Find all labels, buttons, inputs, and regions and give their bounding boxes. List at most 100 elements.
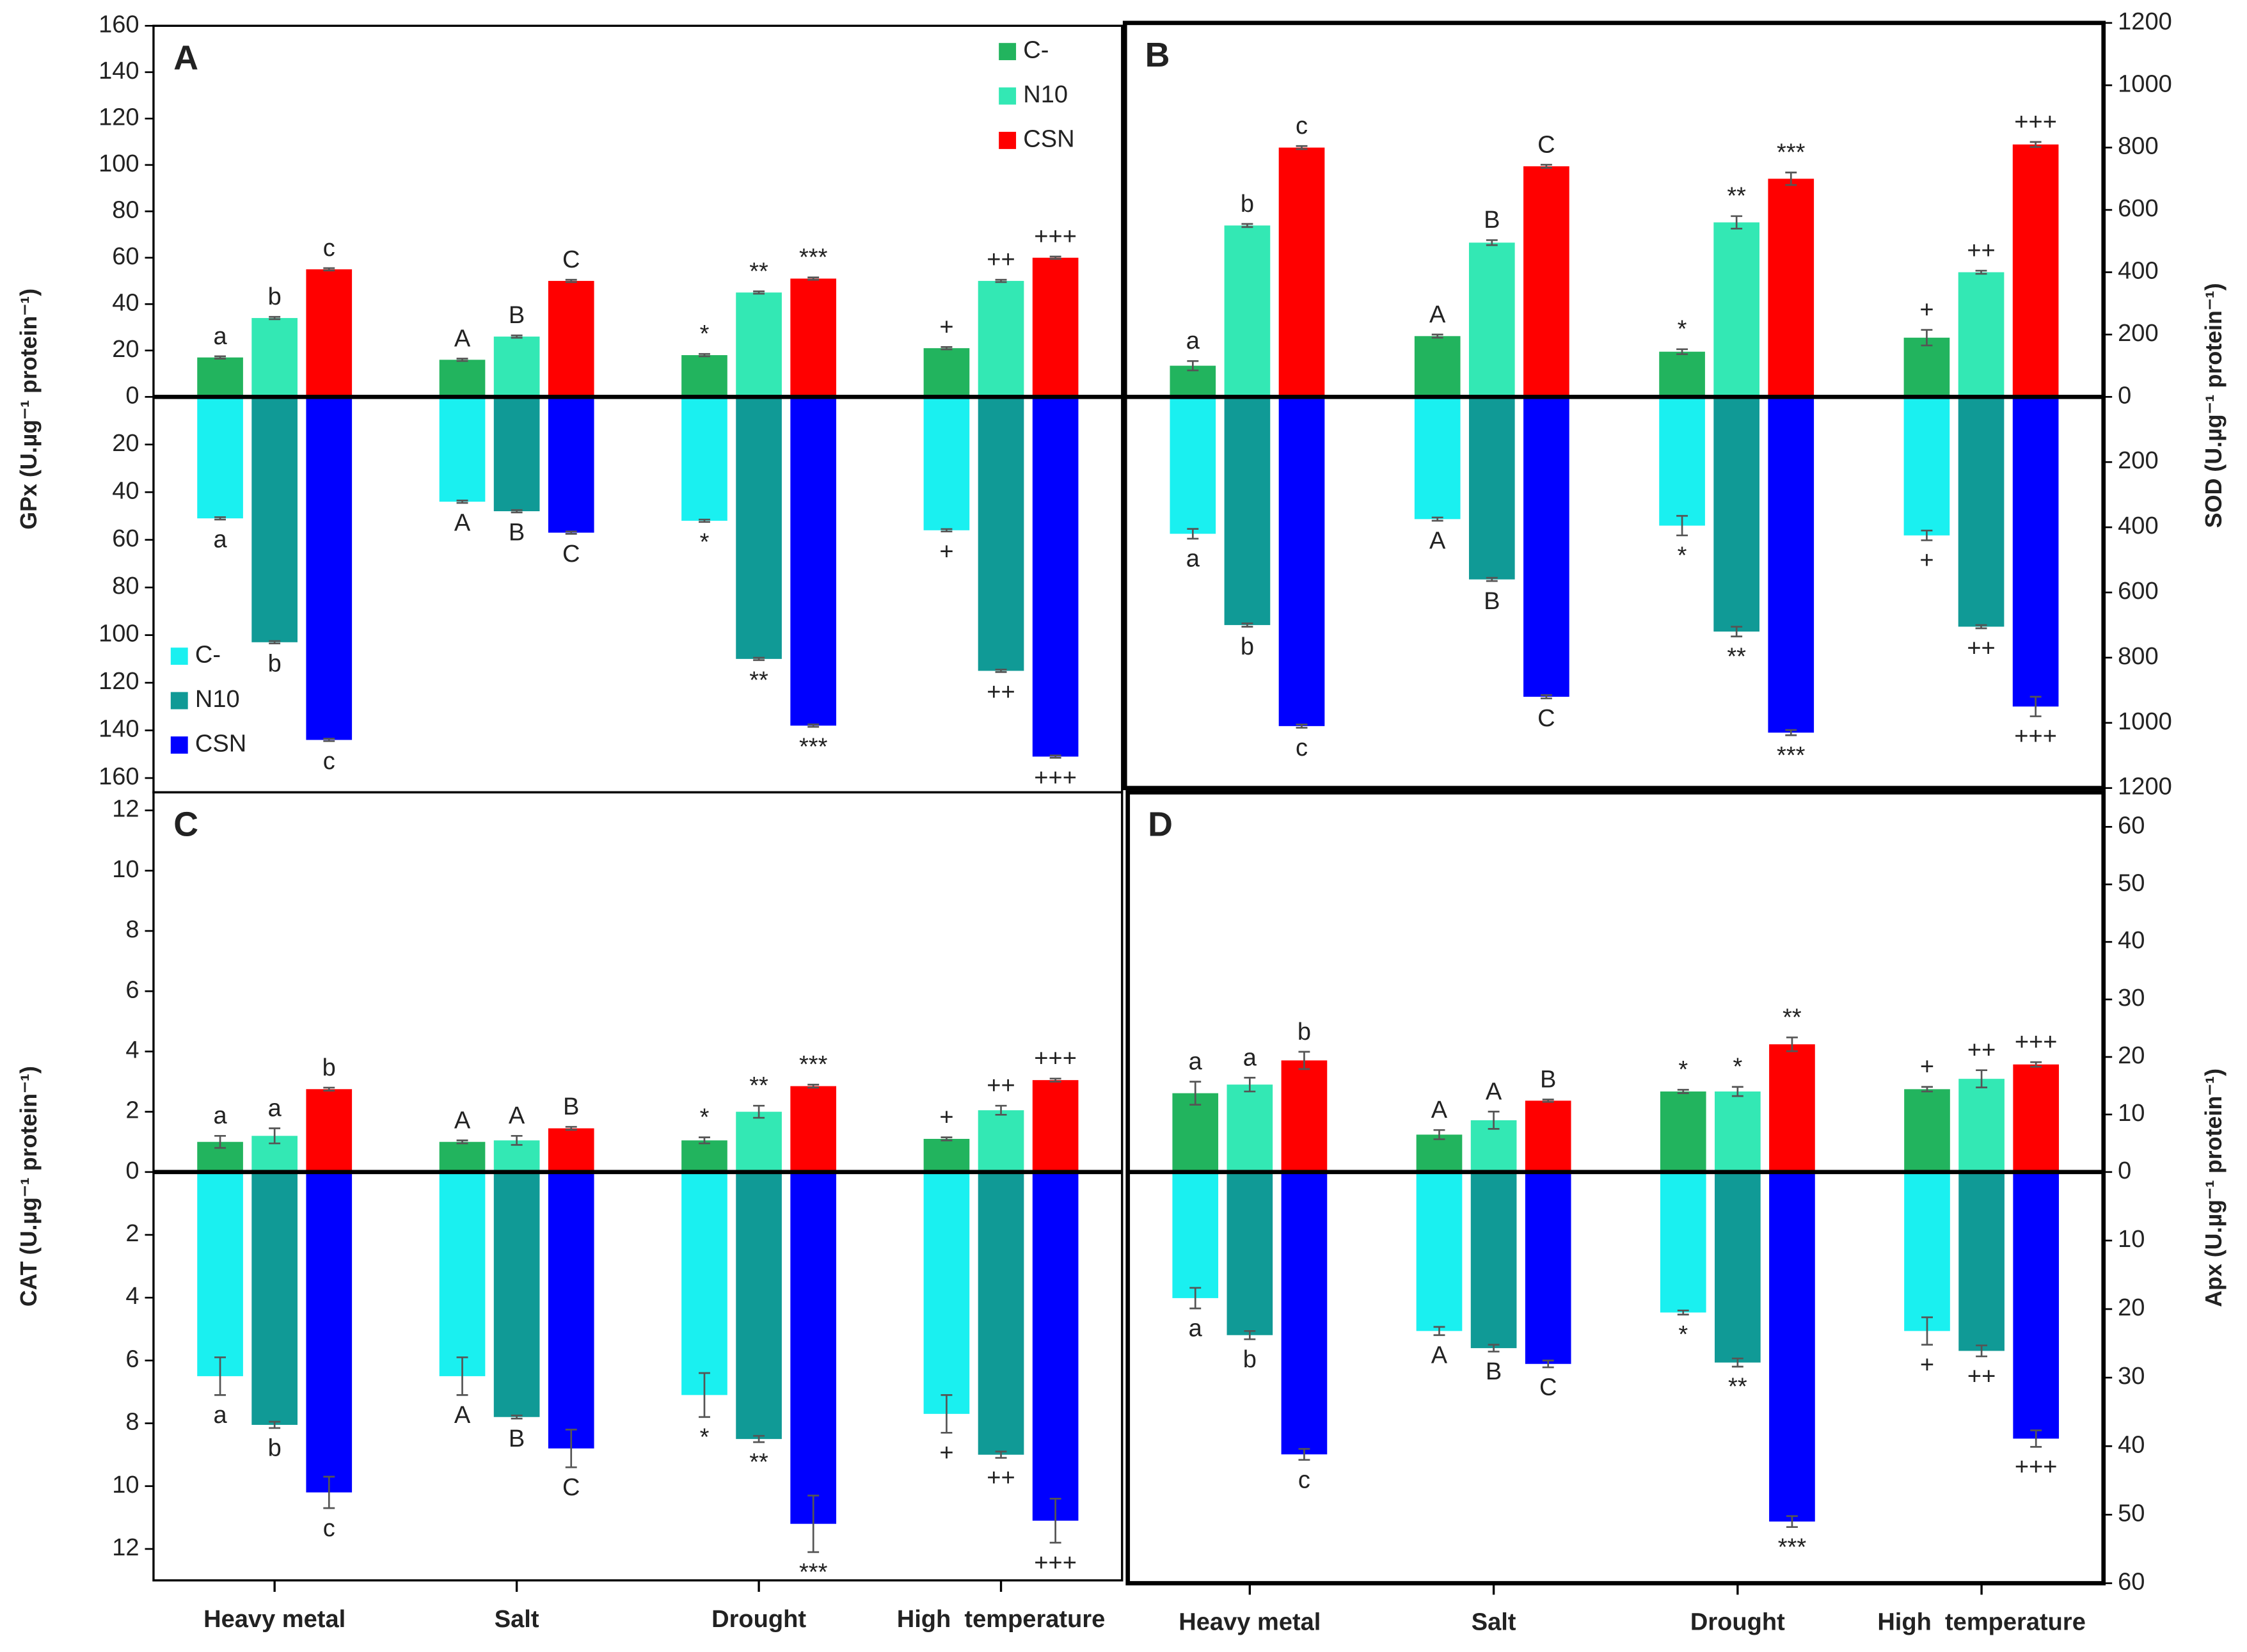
significance-label: *** [1777, 742, 1806, 769]
error-bar [1786, 1515, 1798, 1529]
legend-label: N10 [195, 686, 240, 713]
significance-label: B [1484, 207, 1500, 234]
bar [1278, 147, 1325, 397]
error-bar [1677, 1309, 1689, 1315]
bar [1523, 397, 1569, 697]
significance-label: A [1429, 528, 1446, 555]
error-bar [1677, 1088, 1689, 1094]
significance-label: B [509, 520, 525, 546]
y-tick-label: 30 [2118, 1363, 2145, 1390]
legend-label: N10 [1023, 81, 1068, 108]
bar [1769, 1171, 1815, 1522]
significance-label: c [323, 235, 335, 262]
bar [1769, 1044, 1815, 1172]
error-bar [1244, 1077, 1256, 1093]
significance-label: *** [799, 244, 828, 271]
y-tick-label: 20 [2118, 1042, 2145, 1069]
significance-label: ** [1727, 643, 1746, 670]
bar [197, 1171, 243, 1376]
y-tick-label: 120 [99, 668, 139, 695]
y-tick-label: 200 [2118, 447, 2158, 474]
y-tick-label: 60 [112, 525, 139, 552]
error-bar [1189, 1287, 1202, 1310]
y-tick-label: 10 [2118, 1100, 2145, 1127]
y-tick-label: 10 [112, 1472, 139, 1498]
significance-label: C [1537, 705, 1555, 732]
significance-label: b [1241, 633, 1254, 660]
y-tick-label: 20 [112, 430, 139, 457]
bar [923, 1171, 970, 1414]
significance-label: *** [1778, 1534, 1807, 1561]
significance-label: b [1298, 1019, 1311, 1045]
error-bar [1731, 1086, 1743, 1097]
bar [790, 397, 837, 726]
significance-label: ++ [987, 246, 1015, 273]
x-tick-label: High temperature [897, 1606, 1106, 1633]
bar [978, 1171, 1024, 1455]
error-bar [565, 530, 577, 535]
bar [1224, 397, 1271, 625]
y-tick-label: 1200 [2118, 774, 2172, 800]
significance-label: * [1678, 316, 1687, 343]
significance-label: A [509, 1102, 525, 1129]
panel-title: B [1145, 36, 1170, 74]
x-tick-label: Drought [711, 1606, 806, 1633]
significance-label: * [1733, 1054, 1742, 1081]
error-bar [995, 1450, 1007, 1459]
y-tick-label: 600 [2118, 195, 2158, 222]
error-bar [1976, 1069, 1988, 1088]
significance-label: * [700, 1424, 710, 1450]
y-tick-label: 40 [2118, 927, 2145, 954]
error-bar [511, 334, 523, 339]
error-bar [1676, 348, 1688, 355]
error-bar [1049, 255, 1061, 260]
significance-label: A [454, 1402, 471, 1429]
y-tick-label: 4 [125, 1283, 139, 1310]
significance-label: * [700, 321, 710, 347]
significance-label: ** [749, 1072, 768, 1099]
error-bar [214, 516, 226, 521]
bar [1525, 1171, 1571, 1364]
y-tick-label: 10 [2118, 1226, 2145, 1253]
y-tick-label: 60 [2118, 812, 2145, 839]
bar [1904, 1089, 1950, 1172]
legend-label: C- [195, 642, 221, 669]
y-tick-label: 12 [112, 1534, 139, 1561]
bar [736, 1111, 782, 1172]
error-bar [807, 1083, 820, 1089]
significance-label: a [1243, 1044, 1257, 1071]
error-bar [1676, 514, 1688, 537]
significance-label: b [268, 650, 282, 677]
error-bar [323, 267, 335, 272]
error-bar [1542, 1099, 1554, 1103]
significance-label: A [454, 1107, 471, 1134]
y-tick-label: 800 [2118, 133, 2158, 160]
significance-label: +++ [1034, 223, 1077, 250]
error-bar [269, 1127, 281, 1145]
error-bar [1433, 1326, 1445, 1337]
bar [978, 397, 1024, 671]
x-tick-label: Drought [1690, 1608, 1785, 1635]
error-bar [995, 278, 1007, 283]
y-tick-label: 1000 [2118, 70, 2172, 97]
panel-title: D [1148, 805, 1173, 843]
x-tick-label: Heavy metal [203, 1606, 345, 1633]
bar [1904, 1171, 1950, 1331]
bar [1032, 1080, 1079, 1172]
y-tick-label: 30 [2118, 985, 2145, 1012]
error-bar [1486, 576, 1498, 582]
bar [493, 337, 540, 397]
bar [1660, 1091, 1706, 1172]
bar [1224, 225, 1271, 397]
error-bar [214, 1134, 226, 1149]
significance-label: B [1486, 1358, 1502, 1385]
bar [548, 397, 594, 533]
significance-label: * [700, 528, 710, 555]
y-tick-label: 80 [112, 196, 139, 223]
significance-label: a [213, 1402, 227, 1429]
significance-label: b [1243, 1346, 1257, 1373]
significance-label: a [1189, 1315, 1203, 1342]
y-axis-label: SOD (U.µg⁻¹ protein⁻¹) [2201, 283, 2227, 528]
significance-label: ++ [1967, 1037, 1996, 1064]
significance-label: A [1431, 1097, 1448, 1124]
